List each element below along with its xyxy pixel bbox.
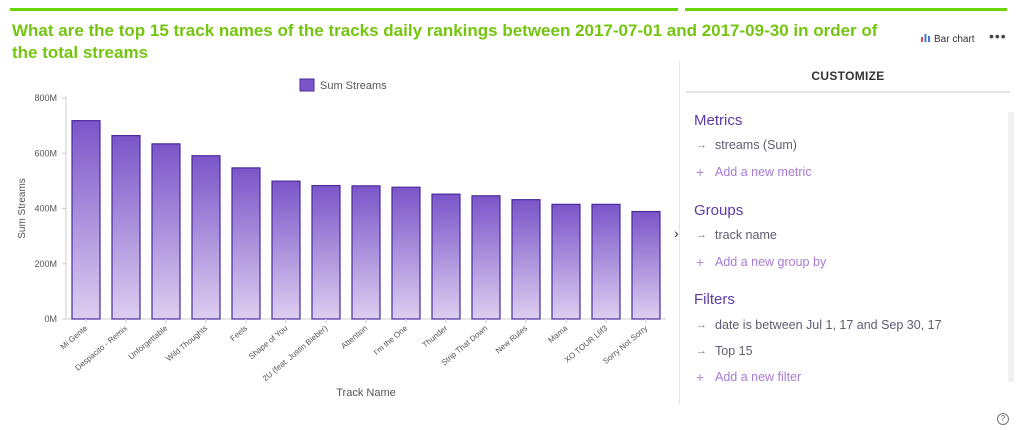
bar <box>391 186 421 320</box>
panel-toggle-icon[interactable]: › <box>674 225 679 241</box>
customize-header: CUSTOMIZE <box>686 61 1010 93</box>
x-tick-label: New Rules <box>494 324 529 356</box>
chart-type-label: Bar chart <box>934 33 975 45</box>
x-axis-label: Track Name <box>336 387 396 399</box>
filter-item-top[interactable]: → Top 15 <box>696 344 753 358</box>
bar <box>311 184 341 320</box>
plus-icon: + <box>696 164 705 180</box>
help-icon[interactable]: ? <box>997 413 1009 425</box>
group-item-label: track name <box>715 228 777 242</box>
add-metric-button[interactable]: + Add a new metric <box>696 164 812 180</box>
x-tick-label: Wild Thoughts <box>164 324 209 364</box>
group-item[interactable]: → track name <box>696 228 777 242</box>
bar-chart-icon <box>920 32 931 46</box>
bar <box>591 203 621 320</box>
bar <box>71 120 101 320</box>
metric-item-label: streams (Sum) <box>715 138 797 152</box>
filter-item-date[interactable]: → date is between Jul 1, 17 and Sep 30, … <box>696 318 942 332</box>
x-tick-label: Unforgettable <box>127 323 170 361</box>
bar <box>431 193 461 320</box>
bar <box>151 143 181 320</box>
y-axis-label: Sum Streams <box>17 178 28 239</box>
x-tick-label: I'm the One <box>372 323 410 357</box>
panel-accent-bar <box>685 8 1007 11</box>
x-tick-label: Shape of You <box>247 324 289 361</box>
bar <box>551 203 581 320</box>
bar <box>231 167 261 320</box>
title-accent-bar <box>10 8 678 11</box>
add-filter-button[interactable]: + Add a new filter <box>696 369 801 385</box>
y-tick-label: 400M <box>34 204 57 214</box>
x-tick-label: Attention <box>339 324 369 351</box>
chart-type-button[interactable]: Bar chart <box>920 31 975 47</box>
arrow-right-icon: → <box>696 229 707 241</box>
bar <box>111 134 141 320</box>
arrow-right-icon: → <box>696 319 707 331</box>
filter-item-label: Top 15 <box>715 344 753 358</box>
x-tick-label: 2U (feat. Justin Bieber) <box>261 323 330 383</box>
x-tick-label: Feels <box>229 324 250 343</box>
panel-divider <box>679 61 680 404</box>
legend-swatch <box>299 78 315 92</box>
add-metric-label: Add a new metric <box>715 165 812 179</box>
bar <box>631 210 661 320</box>
bar <box>271 180 301 320</box>
y-tick-label: 600M <box>34 148 57 158</box>
metrics-section-title: Metrics <box>694 112 743 129</box>
filter-item-label: date is between Jul 1, 17 and Sep 30, 17 <box>715 318 942 332</box>
arrow-right-icon: → <box>696 345 707 357</box>
bar-chart: Sum Streams 0M 200M 400M 600M 800M Sum Streams… <box>17 78 666 399</box>
y-tick-label: 200M <box>34 259 57 269</box>
metric-item[interactable]: → streams (Sum) <box>696 138 797 152</box>
groups-section-title: Groups <box>694 202 744 219</box>
filters-section-title: Filters <box>694 291 735 308</box>
y-tick-label: 0M <box>44 314 57 324</box>
add-group-label: Add a new group by <box>715 255 827 269</box>
arrow-right-icon: → <box>696 139 707 151</box>
more-options-button[interactable]: ••• <box>989 28 1007 44</box>
bar <box>351 185 381 320</box>
chart-title: What are the top 15 track names of the t… <box>12 21 878 62</box>
bar <box>511 199 541 320</box>
add-filter-label: Add a new filter <box>715 370 802 384</box>
bar <box>191 155 221 320</box>
x-tick-label: Mi Gente <box>59 323 90 351</box>
bar <box>471 195 501 320</box>
plus-icon: + <box>696 254 705 270</box>
panel-scrollbar[interactable] <box>1008 112 1014 382</box>
x-tick-label: Thunder <box>421 323 450 349</box>
legend-label: Sum Streams <box>320 80 387 92</box>
add-group-button[interactable]: + Add a new group by <box>696 254 826 270</box>
x-tick-label: Mama <box>546 323 569 345</box>
y-tick-label: 800M <box>34 93 57 103</box>
plus-icon: + <box>696 369 705 385</box>
